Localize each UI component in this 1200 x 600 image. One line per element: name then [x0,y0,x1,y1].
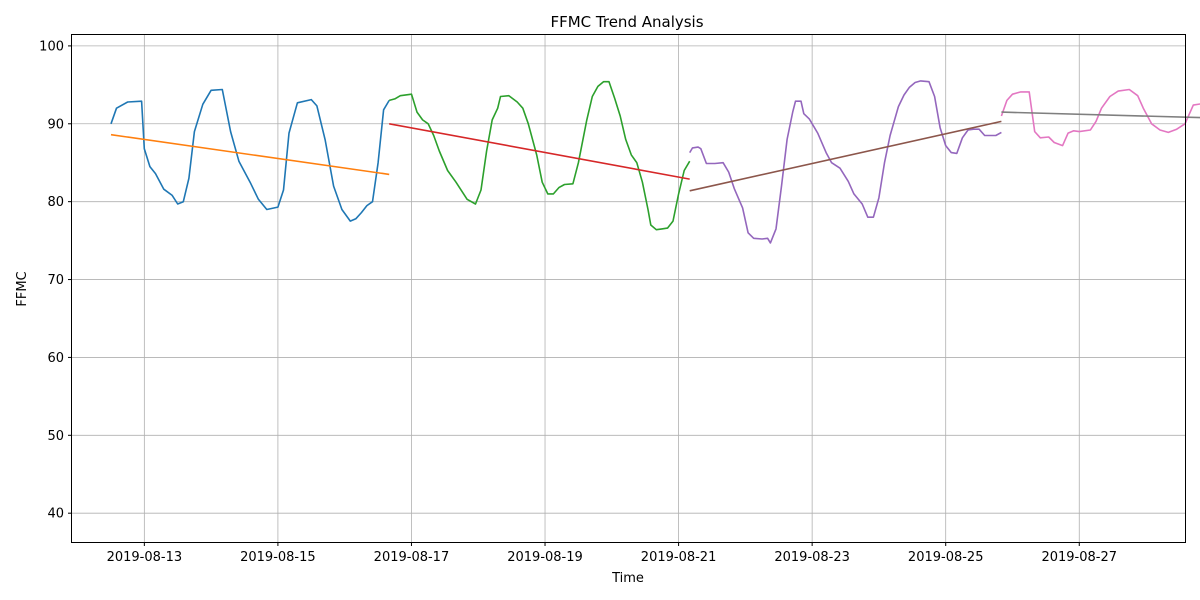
x-tick-label: 2019-08-23 [774,550,850,565]
x-axis-label: Time [611,571,644,586]
data-line-0 [110,88,390,222]
grid-lines [72,35,1185,542]
series-lines [110,80,1200,244]
y-tick-label: 100 [39,39,64,54]
data-line-6 [1000,88,1200,147]
x-tick-label: 2019-08-15 [240,550,316,565]
data-line-2 [388,80,691,231]
y-tick-label: 50 [47,429,64,444]
x-tick-label: 2019-08-25 [908,550,984,565]
trend-line-3 [389,123,690,180]
plot-frame [71,34,1186,543]
trend-line-1 [110,133,390,176]
y-tick-label: 60 [47,351,64,366]
chart-title: FFMC Trend Analysis [550,13,703,31]
trend-line-5 [689,120,1002,192]
x-axis-ticks: 2019-08-13 2019-08-15 2019-08-17 2019-08-19… [107,542,1117,565]
x-tick-label: 2019-08-21 [641,550,717,565]
x-tick-label: 2019-08-19 [507,550,583,565]
x-tick-label: 2019-08-27 [1041,550,1117,565]
y-tick-label: 40 [47,507,64,522]
x-tick-label: 2019-08-13 [107,550,183,565]
y-axis-label: FFMC [15,271,30,306]
y-tick-label: 70 [47,273,64,288]
x-tick-label: 2019-08-17 [374,550,450,565]
y-axis-ticks: 40 50 60 70 80 90 100 [39,39,72,522]
data-line-4 [689,80,1002,244]
y-tick-label: 80 [47,195,64,210]
trend-line-7 [1001,111,1200,119]
y-tick-label: 90 [47,117,64,132]
